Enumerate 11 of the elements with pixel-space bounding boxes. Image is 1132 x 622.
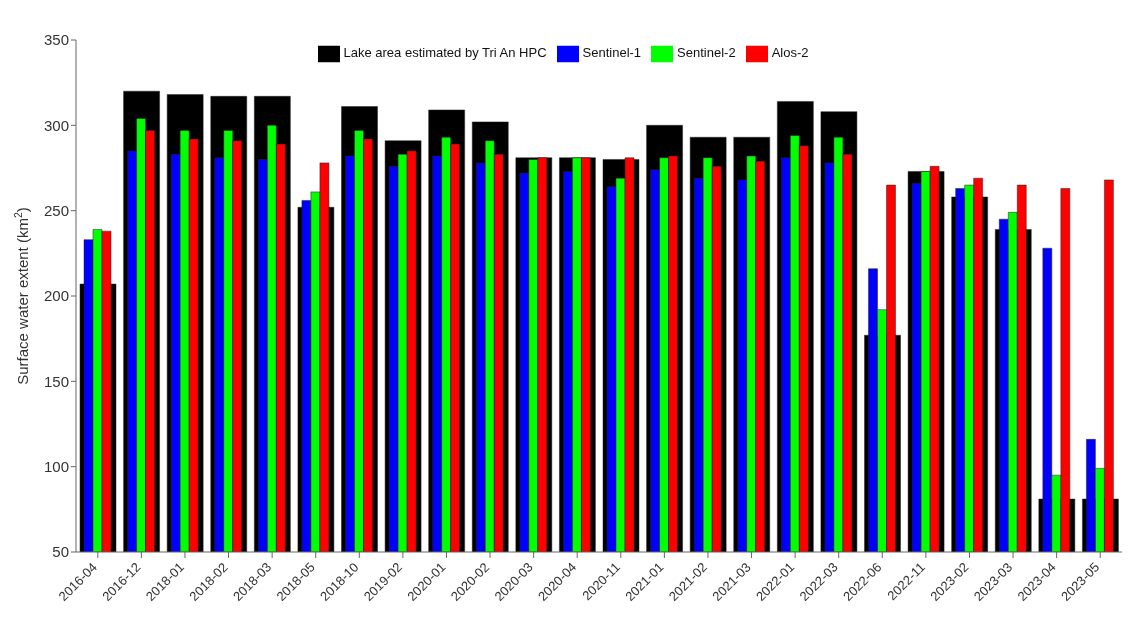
y-tick-label: 250 (43, 201, 69, 219)
y-tick-label: 100 (43, 457, 69, 475)
y-tick-label: 200 (43, 287, 69, 305)
legend-label: Sentinel-2 (677, 45, 736, 61)
y-tick-label: 300 (43, 116, 69, 134)
y-tick-label: 150 (43, 372, 69, 390)
y-tick-label: 350 (43, 31, 69, 49)
y-tick-label: 50 (52, 543, 69, 561)
legend-label: Alos-2 (771, 45, 809, 61)
legend-label: Lake area estimated by Tri An HPC (343, 45, 547, 61)
legend-label: Sentinel-1 (582, 45, 642, 61)
